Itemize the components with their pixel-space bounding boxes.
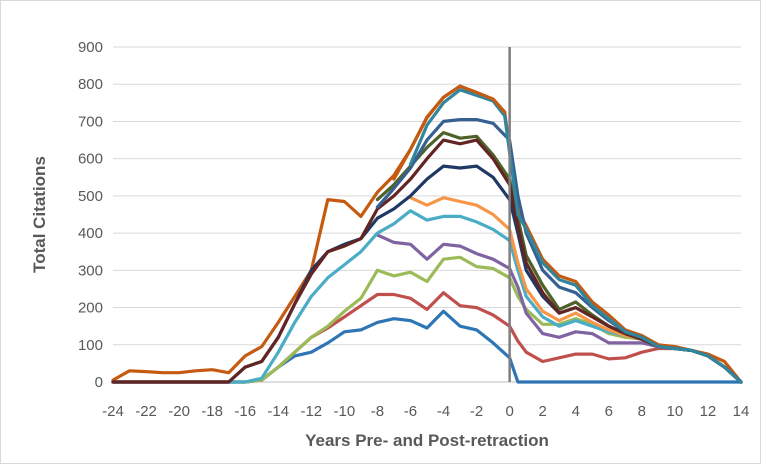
y-tick-labels: 0 100 200 300 400 500 600 700 800 900	[78, 39, 103, 391]
x-tick-label: 10	[667, 403, 684, 420]
y-tick-label: 200	[78, 300, 103, 317]
y-tick-label: 900	[78, 39, 103, 56]
x-tick-labels: -24 -22 -20 -18 -16 -14 -12 -10 -8 -6 -4 -2 0 2 4 6 8 10 1…	[102, 403, 749, 420]
series-line-1	[111, 84, 743, 384]
x-tick-label: -10	[334, 403, 356, 420]
y-tick-label: 500	[78, 188, 103, 205]
x-tick-label: -22	[135, 403, 157, 420]
y-tick-label: 300	[78, 262, 103, 279]
series-line-13	[392, 84, 507, 181]
x-tick-label: -20	[168, 403, 190, 420]
x-tick-label: 0	[505, 403, 513, 420]
y-tick-label: 700	[78, 113, 103, 130]
x-tick-label: -4	[437, 403, 450, 420]
x-tick-label: 4	[572, 403, 580, 420]
y-tick-label: 600	[78, 151, 103, 168]
y-axis-title: Total Citations	[30, 156, 49, 273]
x-tick-label: 12	[700, 403, 717, 420]
x-tick-label: -16	[234, 403, 256, 420]
x-axis-title: Years Pre- and Post-retraction	[305, 431, 549, 450]
y-tick-label: 0	[95, 374, 103, 391]
x-tick-label: -6	[404, 403, 417, 420]
series-lines	[111, 84, 743, 384]
x-tick-label: -18	[201, 403, 223, 420]
x-tick-label: 8	[638, 403, 646, 420]
gridlines	[113, 46, 741, 383]
x-tick-label: -14	[267, 403, 289, 420]
x-tick-label: 6	[605, 403, 613, 420]
y-tick-label: 400	[78, 225, 103, 242]
series-line-4	[111, 255, 743, 384]
x-tick-label: -12	[300, 403, 322, 420]
x-tick-label: -8	[371, 403, 384, 420]
y-tick-label: 100	[78, 337, 103, 354]
series-line-10	[111, 138, 743, 384]
x-tick-label: -24	[102, 403, 124, 420]
y-tick-label: 800	[78, 76, 103, 93]
series-line-12	[408, 88, 743, 384]
series-line-6	[111, 209, 743, 384]
x-tick-label: 2	[539, 403, 547, 420]
x-tick-label: 14	[733, 403, 750, 420]
x-tick-label: -2	[470, 403, 483, 420]
